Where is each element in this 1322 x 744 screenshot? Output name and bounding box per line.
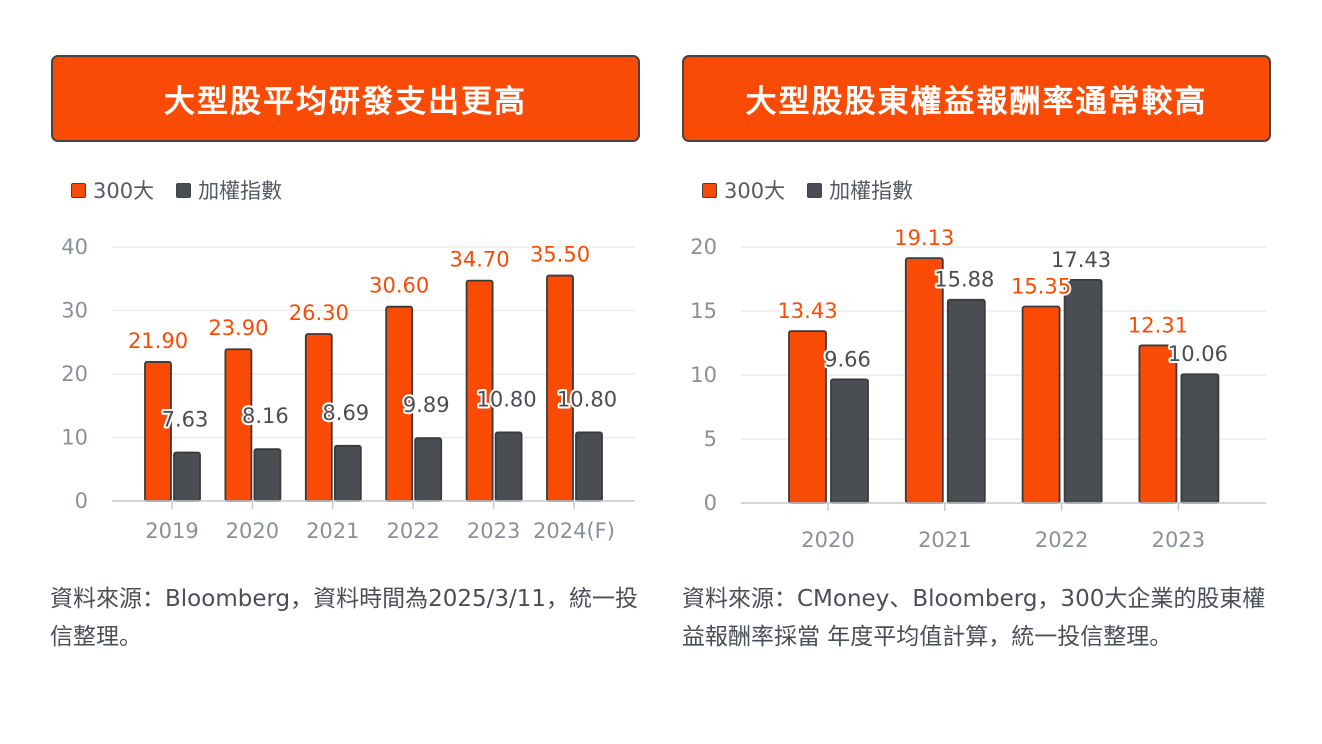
left-y-tick-label: 40 xyxy=(61,235,88,259)
legend-label-index: 加權指數 xyxy=(198,179,283,203)
right-bar-index xyxy=(946,298,986,504)
left-source-note: 資料來源：Bloomberg，資料時間為2025/3/11，統一投信整理。 xyxy=(50,586,639,650)
right-source-note: 資料來源：CMoney、Bloomberg，300大企業的股東權益報酬率採當 年… xyxy=(682,586,1266,650)
left-bar-index xyxy=(173,451,201,502)
legend-item-300: 300大 xyxy=(71,175,154,205)
left-value-label-300: 23.90 xyxy=(208,316,268,340)
left-y-tick-label: 0 xyxy=(75,489,88,513)
left-value-label-300: 30.60 xyxy=(369,274,429,298)
right-bar-index xyxy=(1180,373,1220,504)
right-y-tick-label: 10 xyxy=(690,363,717,387)
legend-item-300: 300大 xyxy=(702,175,785,205)
right-value-label-300: 15.35 xyxy=(1011,275,1071,299)
right-bar-300 xyxy=(788,330,827,504)
left-x-tick-label: 2019 xyxy=(145,519,198,543)
right-value-label-300: 19.13 xyxy=(894,226,954,250)
left-value-label-300: 21.90 xyxy=(128,329,188,353)
left-bar-index xyxy=(575,431,603,502)
legend-swatch-300 xyxy=(702,182,717,198)
legend-swatch-index xyxy=(176,182,192,198)
right-y-tick-label: 15 xyxy=(690,299,717,323)
left-value-label-300: 34.70 xyxy=(450,248,510,272)
left-x-tick-label: 2023 xyxy=(467,519,520,543)
left-bar-index xyxy=(494,431,523,502)
left-chart-title: 大型股平均研發支出更高 xyxy=(164,84,527,120)
right-value-label-300: 13.43 xyxy=(777,299,837,323)
right-value-label-index: 15.88 xyxy=(934,268,994,292)
left-value-label-300: 26.30 xyxy=(289,301,349,325)
right-x-tick-label: 2020 xyxy=(801,528,854,552)
left-value-label-index: 10.80 xyxy=(477,387,537,411)
right-value-label-300: 12.31 xyxy=(1128,313,1188,337)
left-chart-legend: 300大 加權指數 xyxy=(71,176,304,204)
legend-label-300: 300大 xyxy=(724,179,786,203)
right-bar-index xyxy=(830,378,869,504)
right-y-tick-label: 20 xyxy=(690,235,717,259)
right-value-label-index: 17.43 xyxy=(1051,248,1111,272)
left-y-tick-label: 10 xyxy=(61,426,88,450)
left-value-label-index: 8.16 xyxy=(242,404,289,428)
left-bar-index xyxy=(414,437,443,502)
right-y-tick-label: 0 xyxy=(704,491,717,515)
legend-label-index: 加權指數 xyxy=(829,179,914,203)
left-chart-title-box: 大型股平均研發支出更高 xyxy=(51,55,640,142)
right-bar-300 xyxy=(1138,344,1178,504)
right-x-tick-label: 2022 xyxy=(1035,528,1088,552)
left-x-tick-label: 2024(F) xyxy=(533,519,615,543)
left-value-label-index: 7.63 xyxy=(162,408,209,432)
legend-swatch-index xyxy=(807,182,823,198)
right-chart-title: 大型股股東權益報酬率通常較高 xyxy=(745,84,1208,120)
right-y-tick-label: 5 xyxy=(704,427,717,451)
right-value-label-index: 9.66 xyxy=(824,347,871,371)
left-value-label-index: 8.69 xyxy=(322,401,369,425)
right-chart-title-box: 大型股股東權益報酬率通常較高 xyxy=(682,55,1271,142)
right-x-tick-label: 2023 xyxy=(1152,528,1205,552)
left-y-tick-label: 20 xyxy=(61,362,88,386)
left-x-tick-label: 2022 xyxy=(386,519,439,543)
right-chart-legend: 300大 加權指數 xyxy=(702,176,935,204)
right-x-tick-label: 2021 xyxy=(918,528,971,552)
legend-swatch-300 xyxy=(71,182,86,198)
right-value-label-index: 10.06 xyxy=(1168,342,1228,366)
right-bar-index xyxy=(1063,278,1103,504)
legend-label-300: 300大 xyxy=(93,179,155,203)
left-bar-index xyxy=(253,448,282,502)
left-bar-index xyxy=(333,444,362,502)
left-x-tick-label: 2020 xyxy=(226,519,279,543)
left-value-label-index: 9.89 xyxy=(403,393,450,417)
left-value-label-index: 10.80 xyxy=(557,387,617,411)
legend-item-index: 加權指數 xyxy=(807,175,913,205)
right-bar-300 xyxy=(1021,305,1061,504)
left-x-tick-label: 2021 xyxy=(306,519,359,543)
left-value-label-300: 35.50 xyxy=(530,243,590,267)
left-y-tick-label: 30 xyxy=(61,299,88,323)
right-bar-300 xyxy=(904,257,944,504)
legend-item-index: 加權指數 xyxy=(176,175,282,205)
